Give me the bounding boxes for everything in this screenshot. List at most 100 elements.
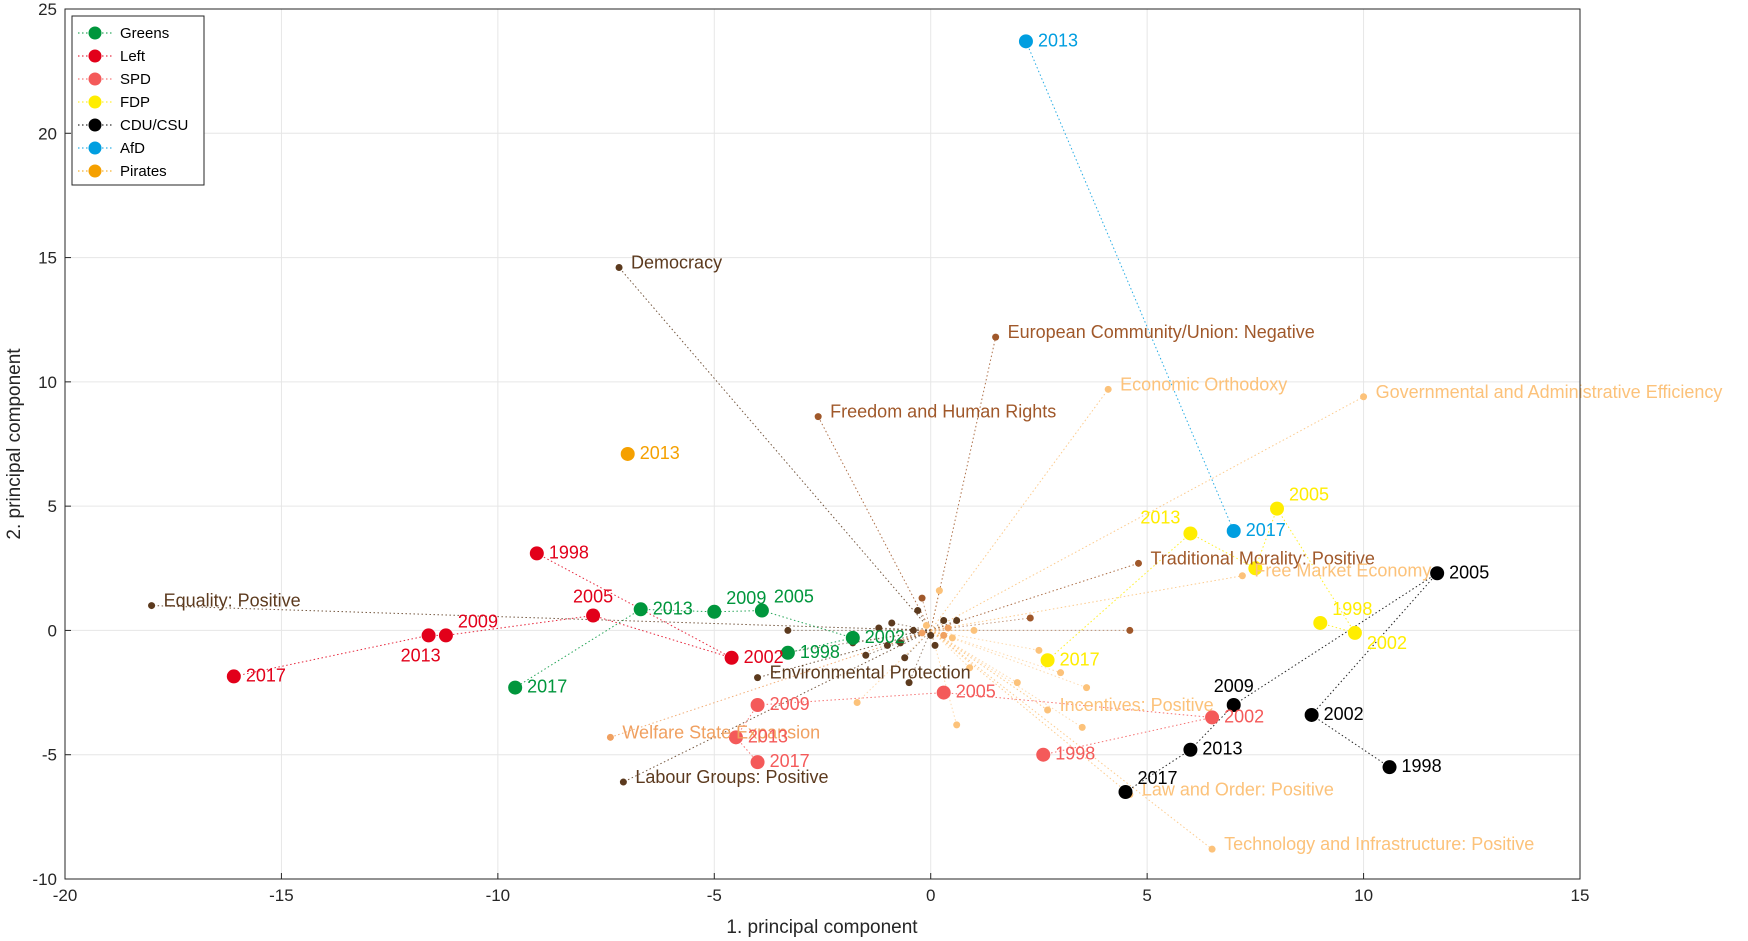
party-point [724, 650, 739, 665]
x-tick-label: 15 [1571, 886, 1590, 905]
loading-label: Economic Orthodoxy [1120, 374, 1287, 394]
year-label: 2017 [1060, 649, 1100, 669]
year-label: 2013 [640, 443, 680, 463]
party-trail [592, 615, 732, 659]
y-tick-label: -5 [42, 746, 57, 765]
minor-loading-point [918, 629, 926, 637]
year-label: 1998 [549, 542, 589, 562]
party-point [1382, 760, 1397, 775]
party-trail [1043, 716, 1213, 756]
loading-label: Free Market Economy [1254, 561, 1431, 581]
minor-loading-point [970, 626, 978, 634]
year-label: 2005 [1289, 485, 1329, 505]
loading-line [852, 629, 931, 644]
y-tick-label: 20 [38, 124, 57, 143]
year-label: 2005 [573, 587, 613, 607]
legend-label: Left [120, 48, 146, 65]
party-point [1430, 566, 1445, 581]
minor-loading-point [875, 624, 883, 632]
legend: Greens Left SPD FDP CDU/CSU AfD Pirates [71, 15, 205, 186]
party-point [226, 669, 241, 684]
minor-loading-point [940, 616, 948, 624]
y-tick-label: 15 [38, 249, 57, 268]
party-trail [1276, 508, 1356, 634]
loading-line [623, 629, 931, 783]
year-label: 1998 [1402, 756, 1442, 776]
year-label: 1998 [800, 642, 840, 662]
year-label: 2017 [527, 677, 567, 697]
loading-point [615, 264, 623, 272]
party-point [620, 446, 635, 461]
year-label: 2002 [1224, 706, 1264, 726]
minor-loading-point [966, 664, 974, 672]
loading-line [930, 389, 1109, 631]
minor-loading-point [944, 624, 952, 632]
party-point [1226, 698, 1241, 712]
axis-ticks: -20 -15 -10 -5 0 5 10 15 -10 -5 0 5 10 15 20 25 [32, 0, 1589, 905]
party-point [936, 685, 951, 700]
year-label: 2005 [956, 682, 996, 702]
year-label: 2013 [1140, 507, 1180, 527]
loading-line [817, 416, 932, 631]
party-trail [943, 692, 1213, 718]
x-tick-label: 0 [926, 886, 935, 905]
loading-label: Freedom and Human Rights [830, 402, 1056, 422]
y-axis-label: 2. principal component [4, 348, 25, 540]
y-tick-label: 5 [48, 497, 57, 516]
minor-loading-point [927, 631, 935, 639]
year-label: 2005 [774, 587, 814, 607]
party-point [438, 628, 453, 643]
year-label: 2013 [1038, 30, 1078, 50]
loading-line [930, 630, 971, 669]
loading-point [1238, 572, 1246, 580]
loading-line [891, 622, 931, 631]
party-point [750, 698, 765, 712]
party-point [1347, 625, 1362, 640]
x-tick-label: -15 [269, 886, 294, 905]
plot-frame [64, 8, 1581, 880]
minor-loading-point [953, 721, 961, 729]
party-trail [787, 637, 853, 654]
party-point [508, 680, 523, 695]
party-point [1036, 747, 1051, 762]
x-tick-label: -20 [53, 886, 78, 905]
year-label: 2013 [748, 726, 788, 746]
loading-point [619, 778, 627, 786]
party-trail [233, 634, 429, 677]
legend-marker [88, 164, 102, 178]
loading-line [610, 629, 931, 738]
minor-loading-point [935, 587, 943, 595]
loading-point [1360, 393, 1368, 401]
year-label: 2002 [1367, 633, 1407, 653]
plot-area [65, 9, 1580, 879]
minor-loading-point [784, 626, 792, 634]
loading-line [930, 630, 1213, 850]
legend-label: AfD [120, 140, 145, 157]
legend-label: SPD [120, 71, 151, 88]
loading-point [814, 413, 822, 421]
minor-loading-point [862, 651, 870, 659]
party-point [1183, 742, 1198, 757]
minor-loading-point [940, 631, 948, 639]
loading-line [921, 597, 932, 631]
legend-label: FDP [120, 94, 150, 111]
minor-loading-point [1057, 669, 1065, 677]
minor-loading-point [1013, 679, 1021, 687]
party-point [1270, 501, 1284, 516]
loading-point [754, 674, 762, 682]
year-label: 2013 [401, 645, 441, 665]
grid [64, 8, 1581, 880]
year-label: 2002 [865, 627, 905, 647]
loading-point [1208, 845, 1216, 853]
party-trail [514, 608, 641, 689]
party-point [754, 603, 769, 618]
loading-point [148, 602, 156, 610]
party-point [750, 755, 765, 770]
minor-loading-point [1078, 723, 1086, 731]
loading-point [1104, 385, 1112, 393]
minor-loading-point [922, 621, 930, 629]
party-point [1118, 785, 1133, 799]
minor-loading-point [888, 619, 896, 627]
party-point [1205, 710, 1220, 725]
party-point [845, 630, 860, 645]
